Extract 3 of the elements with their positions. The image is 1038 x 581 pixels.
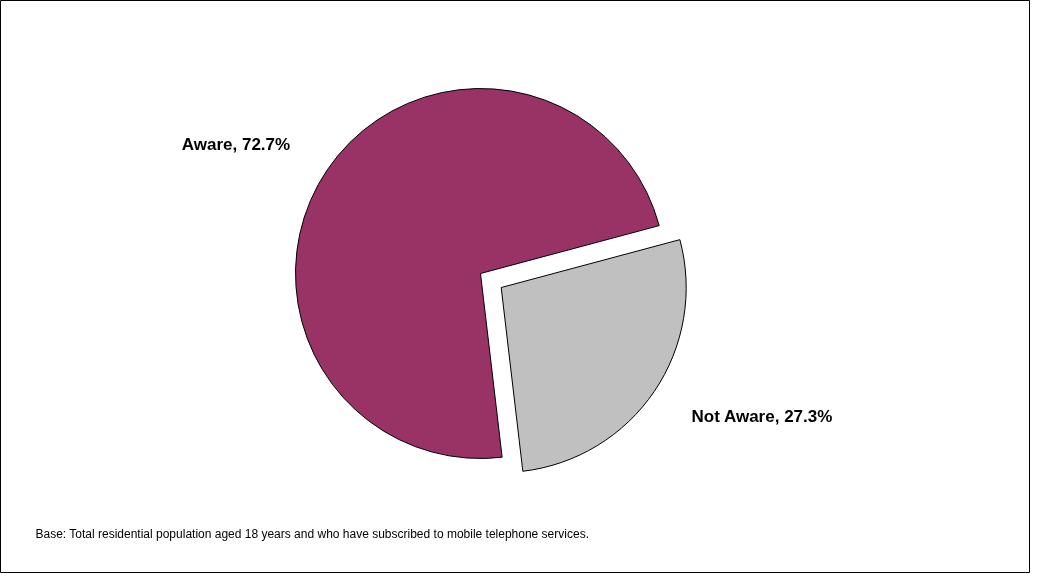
slice-label: Not Aware, 27.3% [691,407,833,427]
text: Base: Total residential population aged 18 years and who have subscribed to mobile telephone services. [35,526,589,541]
slice-label: Aware, 72.7% [181,134,291,154]
